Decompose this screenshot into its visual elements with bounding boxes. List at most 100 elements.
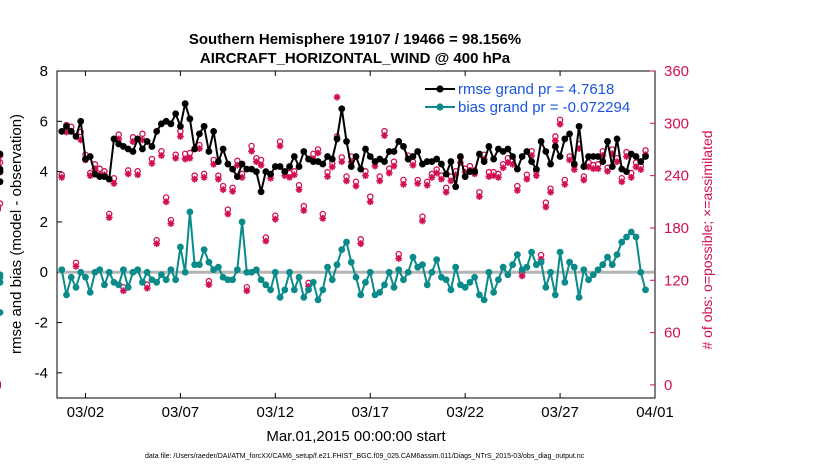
rmse-point (281, 168, 289, 176)
rmse-point (523, 148, 531, 155)
bias-point (195, 261, 203, 269)
rmse-point (0, 150, 4, 158)
bias-point (466, 278, 474, 286)
obs-assimilated-point (362, 172, 369, 180)
rmse-point (461, 173, 469, 181)
obs-assimilated-point (333, 93, 341, 101)
obs-assimilated-point (523, 175, 531, 183)
bias-point (594, 266, 602, 274)
rmse-point (566, 130, 573, 138)
bias-point (551, 291, 559, 299)
rmse-point (452, 183, 460, 191)
bias-point (281, 286, 289, 294)
rmse-point (366, 153, 374, 160)
obs-assimilated-point (290, 171, 298, 179)
bias-point (504, 271, 512, 279)
obs-assimilated-point (513, 187, 521, 194)
obs-assimilated-point (414, 180, 422, 187)
bias-point (627, 228, 635, 236)
obs-assimilated-point (376, 177, 384, 185)
x-tick-label: 04/01 (636, 404, 674, 421)
bias-point (608, 261, 616, 269)
bias-point (162, 276, 170, 284)
rmse-point (570, 160, 578, 168)
bias-point (480, 296, 488, 304)
obs-assimilated-point (205, 281, 213, 289)
obs-assimilated-point (200, 173, 208, 181)
rmse-point (509, 153, 517, 160)
bias-point (528, 248, 536, 256)
obs-assimilated-point (276, 142, 284, 150)
rmse-point (400, 143, 407, 150)
bias-point (309, 278, 317, 286)
rmse-point (480, 158, 488, 165)
obs-assimilated-point (324, 173, 331, 180)
bias-point (623, 233, 630, 241)
rmse-point (105, 175, 113, 183)
obs-assimilated-point (561, 180, 569, 188)
rmse-point (295, 163, 303, 170)
rmse-point (67, 127, 75, 135)
rmse-point (271, 163, 279, 170)
obs-assimilated-point (566, 156, 573, 164)
obs-assimilated-point (485, 173, 493, 180)
obs-assimilated-point (167, 220, 175, 227)
obs-assimilated-point (532, 172, 540, 180)
obs-assimilated-point (409, 161, 417, 169)
bias-point (286, 268, 293, 276)
rmse-point (153, 127, 161, 135)
bias-point (158, 271, 165, 279)
obs-assimilated-point (248, 147, 255, 155)
bias-point (589, 271, 597, 279)
bias-point (101, 281, 108, 289)
rmse-point (148, 143, 156, 150)
obs-assimilated-point (286, 173, 293, 181)
rmse-point (267, 170, 274, 178)
bias-point (139, 278, 146, 286)
rmse-point (300, 148, 308, 155)
obs-assimilated-point (618, 178, 626, 186)
obs-assimilated-point (438, 175, 445, 183)
rmse-point (537, 138, 545, 145)
rmse-point (219, 145, 227, 153)
bias-point (347, 258, 355, 266)
bias-point (494, 276, 502, 284)
bias-point (67, 273, 75, 281)
bias-point (566, 258, 573, 266)
legend-bias-label: bias grand pr = -0.072294 (458, 99, 630, 116)
obs-assimilated-point (433, 169, 441, 177)
rmse-point (556, 153, 564, 160)
obs-assimilated-point (395, 255, 403, 262)
bias-point (72, 283, 80, 291)
bias-point (499, 263, 507, 271)
bias-point (191, 261, 199, 269)
rmse-point (423, 158, 431, 165)
rmse-point (475, 150, 483, 158)
rmse-point (637, 158, 645, 165)
rmse-point (532, 165, 540, 173)
rmse-point (518, 153, 526, 160)
obs-assimilated-point (271, 215, 279, 223)
bias-point (338, 246, 346, 253)
obs-assimilated-point (191, 175, 199, 183)
rmse-point (195, 130, 203, 138)
bias-point (0, 278, 4, 286)
bias-point (613, 251, 621, 259)
chart-title-line-1: Southern Hemisphere 19107 / 19466 = 98.1… (189, 31, 521, 48)
x-tick-label: 03/07 (162, 404, 200, 421)
obs-assimilated-point (243, 287, 251, 295)
rmse-point (72, 133, 80, 140)
obs-assimilated-point (58, 173, 66, 181)
bias-point (637, 268, 645, 276)
rmse-point (580, 163, 588, 170)
rmse-point (110, 135, 118, 143)
bias-point (513, 251, 521, 259)
bias-point (314, 296, 322, 304)
obs-assimilated-point (252, 158, 260, 166)
obs-assimilated-point (542, 203, 550, 211)
x-tick-label: 03/22 (446, 404, 484, 421)
y-tick-label: -4 (35, 365, 48, 382)
bias-point (352, 273, 360, 281)
rmse-point (338, 105, 346, 113)
obs-assimilated-point (475, 193, 483, 200)
